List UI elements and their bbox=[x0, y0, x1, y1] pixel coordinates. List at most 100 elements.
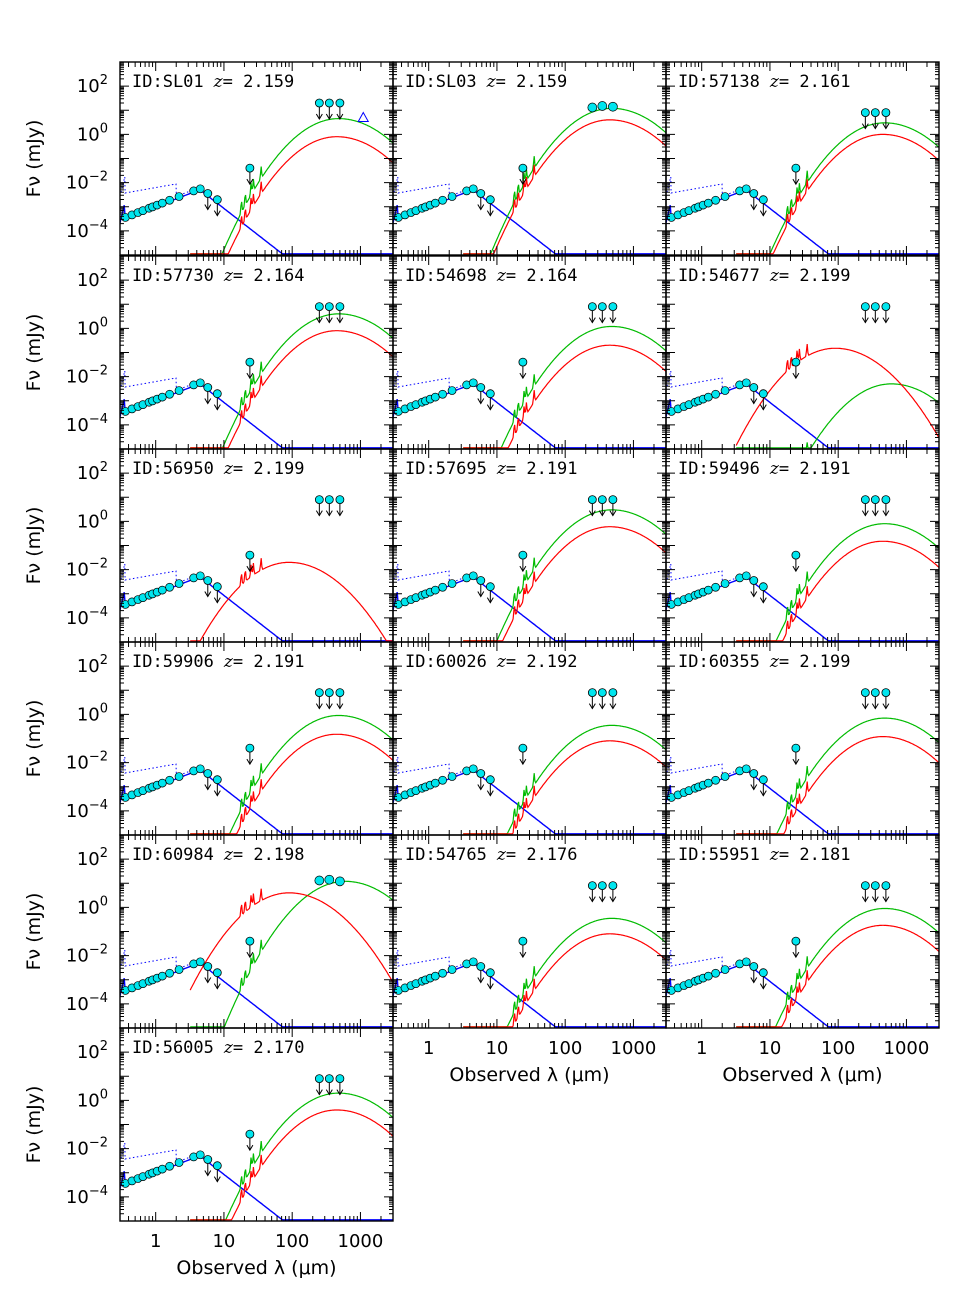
photometry-point bbox=[703, 971, 713, 981]
x-axis-label: Observed λ (μm) bbox=[722, 1064, 882, 1086]
x-axis-label: Observed λ (μm) bbox=[449, 1064, 609, 1086]
y-tick-label: 102 bbox=[77, 653, 108, 677]
upper-limit-point bbox=[791, 743, 801, 753]
upper-limit-point bbox=[860, 495, 870, 504]
upper-limit-head bbox=[588, 510, 596, 517]
y-tick-exponent: 2 bbox=[100, 653, 108, 668]
upper-limit-point bbox=[608, 495, 618, 504]
y-tick-exponent: −4 bbox=[89, 218, 108, 233]
upper-limit-point bbox=[870, 302, 880, 311]
upper-limit-head bbox=[204, 977, 212, 984]
upper-limit-head bbox=[315, 1089, 323, 1096]
photometry-point bbox=[195, 378, 205, 388]
panel-z-symbol: z bbox=[223, 459, 234, 479]
photometry-point bbox=[711, 389, 720, 399]
photometry-point bbox=[711, 582, 720, 592]
upper-limit-point bbox=[314, 688, 324, 697]
upper-limit-point bbox=[881, 495, 891, 504]
upper-limit-point bbox=[314, 98, 324, 108]
photometry-point bbox=[157, 1164, 167, 1174]
photometry-point bbox=[165, 582, 174, 592]
panel-id54677: ID:54677 z= 2.199 bbox=[665, 255, 940, 450]
photometry-point bbox=[720, 192, 730, 201]
upper-limit-head bbox=[204, 204, 212, 211]
panel-plot-area bbox=[120, 1074, 393, 1221]
mm-point-triangle bbox=[357, 111, 370, 123]
stellar-unattenuated-curve bbox=[393, 563, 483, 585]
photometry-point bbox=[174, 965, 184, 974]
upper-limit-point bbox=[518, 550, 528, 560]
photometry-point bbox=[741, 764, 751, 774]
dust-green-curve bbox=[736, 717, 939, 835]
y-axis-label: Fν (mJy) bbox=[23, 893, 45, 971]
upper-limit-head bbox=[213, 597, 221, 604]
dust-red-curve bbox=[190, 733, 393, 835]
photometry-point bbox=[165, 195, 174, 205]
stellar-unattenuated-curve bbox=[393, 370, 483, 392]
fir-point bbox=[335, 876, 345, 887]
x-tick-label: 1 bbox=[423, 1038, 434, 1059]
upper-limit-head bbox=[477, 204, 485, 211]
upper-limit-point bbox=[212, 389, 222, 399]
photometry-point bbox=[720, 965, 730, 974]
upper-limit-point bbox=[203, 962, 213, 971]
y-tick-label: 10−2 bbox=[66, 170, 108, 194]
panel-id54698: ID:54698 z= 2.164 bbox=[392, 255, 667, 450]
panel-id: ID:57138 bbox=[678, 72, 760, 92]
y-tick-label: 10−2 bbox=[66, 943, 108, 967]
upper-limit-head bbox=[315, 113, 323, 120]
panel-plot-area bbox=[120, 688, 393, 835]
stellar-unattenuated-curve bbox=[666, 949, 756, 971]
dust-green-curve bbox=[463, 509, 666, 642]
panel-z-value: = 2.164 bbox=[506, 266, 578, 286]
dust-red-curve bbox=[463, 526, 666, 642]
x-tick-label: 1000 bbox=[338, 1231, 384, 1252]
upper-limit-point bbox=[212, 968, 222, 978]
photometry-point bbox=[430, 198, 440, 208]
photometry-point bbox=[430, 971, 440, 981]
photometry-point bbox=[741, 957, 751, 967]
y-tick-label: 10−2 bbox=[66, 1136, 108, 1160]
panel-plot-area bbox=[120, 495, 393, 642]
photometry-point bbox=[430, 585, 440, 595]
upper-limit-head bbox=[325, 1089, 333, 1096]
upper-limit-point bbox=[212, 1161, 222, 1171]
panel-z-value: = 2.164 bbox=[233, 266, 305, 286]
y-tick-exponent: 2 bbox=[100, 460, 108, 475]
upper-limit-head bbox=[871, 703, 879, 710]
y-tick-exponent: −2 bbox=[89, 1136, 108, 1151]
upper-limit-head bbox=[336, 317, 344, 324]
panel-label: ID:SL03 z= 2.159 bbox=[405, 72, 567, 92]
upper-limit-point bbox=[597, 688, 607, 697]
photometry-point bbox=[195, 957, 205, 967]
y-tick-base: 10 bbox=[66, 560, 89, 581]
y-tick-label: 102 bbox=[77, 1039, 108, 1063]
upper-limit-point bbox=[860, 108, 870, 117]
fir-point bbox=[587, 102, 598, 113]
x-tick-label: 1000 bbox=[884, 1038, 930, 1059]
y-tick-base: 10 bbox=[77, 124, 100, 145]
upper-limit-head bbox=[609, 703, 617, 710]
upper-limit-head bbox=[750, 591, 758, 598]
upper-limit-head bbox=[213, 210, 221, 217]
photometry-point bbox=[157, 778, 167, 788]
panel-label: ID:59496 z= 2.191 bbox=[678, 459, 851, 479]
photometry-point bbox=[165, 1161, 174, 1171]
upper-limit-head bbox=[759, 597, 767, 604]
upper-limit-point bbox=[597, 881, 607, 890]
y-tick-base: 10 bbox=[66, 173, 89, 194]
upper-limit-point bbox=[749, 769, 759, 778]
upper-limit-head bbox=[792, 951, 800, 959]
panel-z-value: = 2.192 bbox=[506, 652, 578, 672]
y-tick-base: 10 bbox=[77, 76, 100, 97]
photometry-point bbox=[157, 585, 167, 595]
upper-limit-point bbox=[335, 1074, 345, 1083]
upper-limit-head bbox=[477, 977, 485, 984]
y-tick-base: 10 bbox=[77, 849, 100, 870]
upper-limit-point bbox=[518, 936, 528, 946]
panel-z-symbol: z bbox=[769, 652, 780, 672]
upper-limit-head bbox=[519, 951, 527, 959]
upper-limit-point bbox=[314, 302, 324, 311]
